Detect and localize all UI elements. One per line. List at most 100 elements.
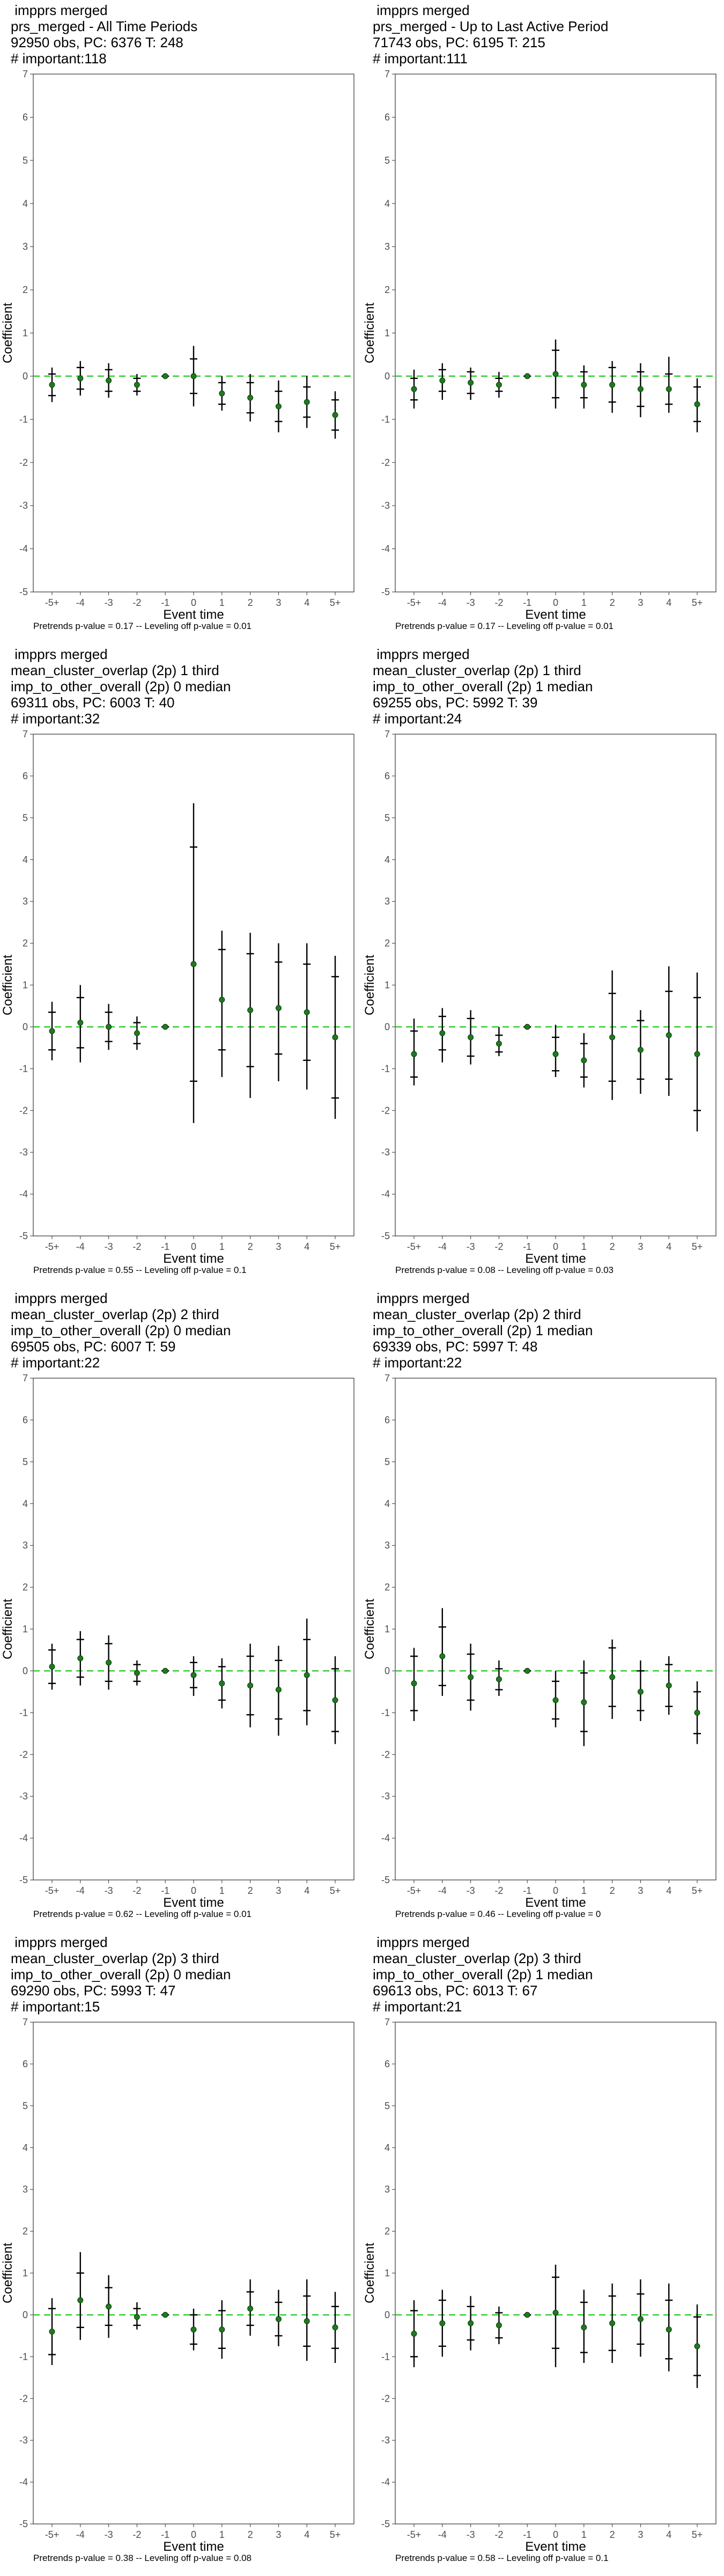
coefficient-point (332, 1034, 338, 1041)
x-tick-label: 3 (276, 1885, 281, 1896)
y-tick-label: -4 (381, 2477, 390, 2487)
x-tick-label: -1 (161, 1885, 169, 1896)
coefficient-point (106, 2303, 112, 2310)
x-tick-label: -3 (105, 1241, 113, 1252)
x-tick-label: 4 (666, 597, 671, 608)
y-tick-label: -3 (381, 500, 390, 511)
x-tick-label: 3 (638, 2529, 643, 2540)
plot-frame (33, 2022, 354, 2524)
y-tick-label: 0 (385, 1665, 390, 1676)
title-line: mean_cluster_overlap (2p) 3 third (11, 1950, 219, 1966)
x-tick-label: -2 (132, 2529, 141, 2540)
x-axis-label: Event time (163, 1896, 224, 1910)
coefficient-point (552, 371, 559, 377)
y-tick-label: 4 (23, 1498, 28, 1509)
y-tick-label: -1 (381, 414, 390, 425)
y-tick-label: 7 (23, 729, 28, 740)
chart-title: impprs merged prs_merged - Up to Last Act… (373, 2, 716, 67)
y-tick-label: 7 (385, 729, 390, 740)
title-line: # important:32 (11, 711, 100, 727)
title-line: prs_merged - Up to Last Active Period (373, 18, 609, 34)
y-tick-label: -5 (381, 1231, 390, 1241)
coefficient-point (468, 379, 474, 386)
coefficient-point (77, 2297, 84, 2303)
coefficient-point (666, 386, 672, 392)
coefficient-point (524, 1023, 530, 1030)
y-tick-label: 0 (385, 1021, 390, 1032)
pvalue-footer: Pretrends p-value = 0.62 -- Leveling off… (33, 1909, 252, 1919)
x-tick-label: -2 (494, 2529, 503, 2540)
x-tick-label: 2 (248, 2529, 253, 2540)
x-tick-label: -4 (76, 1885, 85, 1896)
x-tick-label: -3 (467, 597, 475, 608)
chart-title: impprs merged mean_cluster_overlap (2p) 3… (373, 1934, 716, 2015)
y-tick-label: -1 (19, 414, 28, 425)
y-tick-label: 0 (23, 1021, 28, 1032)
chart-title: impprs merged mean_cluster_overlap (2p) 1… (373, 646, 716, 727)
coefficient-point (219, 390, 225, 397)
pvalue-footer: Pretrends p-value = 0.17 -- Leveling off… (395, 621, 614, 631)
x-axis-label: Event time (163, 1252, 224, 1266)
y-tick-label: 3 (23, 2184, 28, 2195)
y-tick-label: 2 (23, 938, 28, 949)
pvalue-footer: Pretrends p-value = 0.17 -- Leveling off… (33, 621, 252, 631)
y-tick-label: 2 (385, 938, 390, 949)
coefficient-point (106, 1023, 112, 1030)
x-tick-label: 2 (610, 2529, 615, 2540)
x-tick-label: 4 (304, 597, 309, 608)
x-tick-label: 5+ (692, 1885, 703, 1896)
coefficient-point (332, 2324, 338, 2331)
title-line: impprs merged (11, 1934, 108, 1950)
y-tick-label: 2 (23, 284, 28, 295)
y-tick-label: 3 (23, 241, 28, 252)
x-tick-label: 4 (304, 1241, 309, 1252)
x-tick-label: -1 (161, 1241, 169, 1252)
y-tick-label: 6 (385, 2059, 390, 2069)
title-line: 69255 obs, PC: 5992 T: 39 (373, 694, 538, 711)
chart-title: impprs merged mean_cluster_overlap (2p) 3… (11, 1934, 354, 2015)
title-line: mean_cluster_overlap (2p) 3 third (373, 1950, 581, 1966)
coefficient-point (77, 1655, 84, 1662)
x-tick-label: -3 (467, 2529, 475, 2540)
coefficient-point (49, 2329, 55, 2335)
chart-panel-1: impprs merged prs_merged - All Time Perio… (0, 0, 362, 644)
coefficient-point (134, 382, 140, 388)
title-line: imp_to_other_overall (2p) 0 median (11, 1322, 231, 1338)
y-tick-label: 2 (385, 1582, 390, 1593)
x-tick-label: 0 (553, 597, 558, 608)
title-line: 69290 obs, PC: 5993 T: 47 (11, 1982, 176, 1999)
x-tick-label: 1 (581, 2529, 587, 2540)
coefficient-point (581, 382, 587, 388)
pvalue-footer: Pretrends p-value = 0.38 -- Leveling off… (33, 2553, 252, 2563)
y-tick-label: -4 (381, 544, 390, 554)
y-tick-label: -1 (19, 1707, 28, 1718)
plot-frame (33, 1378, 354, 1880)
coefficient-point (190, 2326, 197, 2333)
chart-panel-3: impprs merged mean_cluster_overlap (2p) 1… (0, 644, 362, 1288)
x-tick-label: -4 (76, 2529, 85, 2540)
y-tick-label: 7 (385, 1373, 390, 1384)
y-tick-label: 3 (385, 896, 390, 907)
title-line: impprs merged (11, 646, 108, 662)
pvalue-footer: Pretrends p-value = 0.55 -- Leveling off… (33, 1265, 247, 1275)
y-tick-label: -4 (19, 1189, 28, 1199)
title-line: imp_to_other_overall (2p) 0 median (11, 1966, 231, 1982)
x-tick-label: -3 (467, 1241, 475, 1252)
coefficient-point (190, 373, 197, 379)
y-tick-label: 1 (23, 1624, 28, 1635)
x-tick-label: 2 (248, 1241, 253, 1252)
y-tick-label: 5 (23, 813, 28, 823)
x-tick-label: 0 (553, 1885, 558, 1896)
x-tick-label: 1 (219, 1885, 225, 1896)
coefficient-plot: -5 -4 -3 -2 -1 0 1 2 3 4 5 6 7 -5+ -4 -3 -2 -1 0 1 2 3 4 5+ Even… (1, 729, 354, 1266)
x-tick-label: -5+ (407, 1885, 422, 1896)
coefficient-plot: -5 -4 -3 -2 -1 0 1 2 3 4 5 6 7 -5+ -4 -3 -2 -1 0 1 2 3 4 5+ Even… (363, 2017, 716, 2554)
coefficient-point (609, 2320, 616, 2326)
coefficient-point (275, 403, 282, 409)
y-tick-label: 1 (385, 1624, 390, 1635)
y-tick-label: -5 (19, 2519, 28, 2529)
x-tick-label: -2 (494, 1885, 503, 1896)
y-tick-label: -2 (381, 2393, 390, 2404)
chart-panel-8: impprs merged mean_cluster_overlap (2p) 3… (362, 1932, 724, 2576)
title-line: # important:21 (373, 1999, 462, 2015)
